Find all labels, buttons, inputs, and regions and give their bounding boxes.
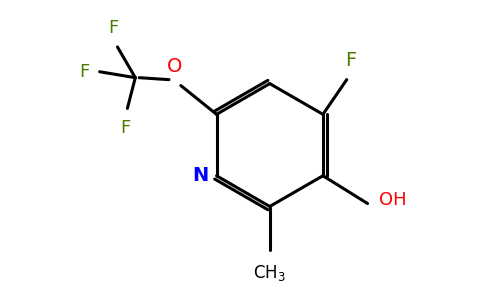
Text: F: F [108,19,119,37]
Text: F: F [345,51,356,70]
Text: N: N [192,166,209,185]
Text: F: F [120,119,131,137]
Text: O: O [167,57,182,76]
Text: CH$_3$: CH$_3$ [253,263,286,283]
Text: F: F [79,63,90,81]
Text: OH: OH [379,190,407,208]
